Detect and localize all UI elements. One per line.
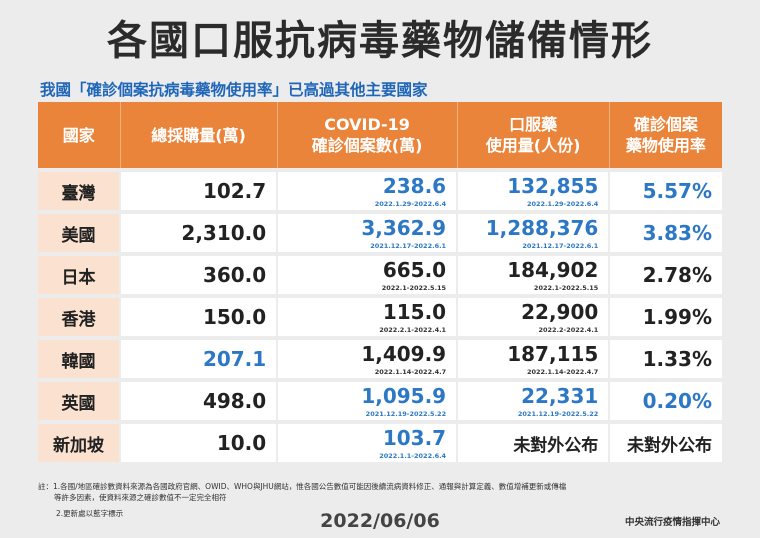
subtitle: 我國「確診個案抗病毒藥物使用率」已高過其他主要國家 — [40, 81, 428, 99]
purchase-value: 150.0 — [202, 305, 267, 329]
header-cases: COVID-19 確診個案數(萬) — [278, 102, 458, 168]
rate-value: 1.99% — [642, 305, 712, 329]
usage-value: 未對外公布 — [513, 436, 599, 456]
table-row: 韓國 207.1 1,409.9 2022.1.14-2022.4.7 187,1… — [38, 340, 722, 378]
cases-date: 2022.1.14-2022.4.7 — [374, 368, 447, 376]
header-usage: 口服藥 使用量(人份) — [458, 102, 610, 168]
cases-value: 1,409.9 — [361, 342, 447, 366]
cases-date: 2021.12.19-2022.5.22 — [365, 410, 447, 418]
cases-value: 3,362.9 — [361, 216, 447, 240]
usage-value: 184,902 — [507, 258, 599, 282]
rate-value: 3.83% — [642, 221, 712, 245]
country-name: 韓國 — [38, 340, 120, 378]
purchase-value: 10.0 — [216, 431, 267, 455]
usage-date: 2022.1.29-2022.6.4 — [526, 200, 599, 208]
purchase-value: 102.7 — [202, 179, 267, 203]
footnote-line-1: 註：1.各國/地區確診數資料來源為各國政府官網、OWID、WHO與JHU網站，惟… — [38, 482, 567, 491]
usage-date: 2021.12.19-2022.5.22 — [517, 410, 599, 418]
cases-value: 1,095.9 — [361, 384, 447, 408]
usage-date: 2021.12.17-2022.6.1 — [522, 242, 599, 250]
usage-date: 2022.1-2022.5.15 — [533, 284, 599, 292]
purchase-value: 360.0 — [202, 263, 267, 287]
rate-value: 未對外公布 — [626, 436, 712, 456]
organization-name: 中央流行疫情指揮中心 — [624, 517, 720, 528]
usage-value: 187,115 — [507, 342, 599, 366]
purchase-value: 498.0 — [202, 389, 267, 413]
country-name: 日本 — [38, 256, 120, 294]
usage-date: 2022.1.14-2022.4.7 — [526, 368, 599, 376]
cases-value: 115.0 — [382, 300, 447, 324]
cases-date: 2022.1-2022.5.15 — [381, 284, 447, 292]
cases-date: 2022.2.1-2022.4.1 — [379, 326, 447, 334]
stockpile-table: 國家 總採購量(萬) COVID-19 確診個案數(萬) 口服藥 使用量(人份) 確… — [38, 102, 722, 462]
country-name: 香港 — [38, 298, 120, 336]
header-purchase: 總採購量(萬) — [121, 102, 278, 168]
table-row: 美國 2,310.0 3,362.9 2021.12.17-2022.6.1 1,… — [38, 214, 722, 252]
cases-value: 665.0 — [382, 258, 447, 282]
country-name: 臺灣 — [38, 172, 120, 210]
country-name: 英國 — [38, 382, 120, 420]
cases-date: 2022.1.1-2022.6.4 — [379, 452, 447, 460]
header-rate: 確診個案 藥物使用率 — [625, 115, 706, 155]
table-header: 國家 總採購量(萬) COVID-19 確診個案數(萬) 口服藥 使用量(人份) 確… — [38, 102, 722, 168]
rate-value: 1.33% — [642, 347, 712, 371]
cases-value: 103.7 — [382, 426, 447, 450]
cases-date: 2021.12.17-2022.6.1 — [370, 242, 447, 250]
usage-value: 1,288,376 — [485, 216, 599, 240]
table-row: 臺灣 102.7 238.6 2022.1.29-2022.6.4 132,855… — [38, 172, 722, 210]
footnote: 註：1.各國/地區確診數資料來源為各國政府官網、OWID、WHO與JHU網站，惟… — [38, 481, 728, 503]
purchase-value: 207.1 — [202, 347, 267, 371]
rate-value: 2.78% — [642, 263, 712, 287]
table-row: 新加坡 10.0 103.7 2022.1.1-2022.6.4 未對外公布 未對… — [38, 424, 722, 462]
purchase-value: 2,310.0 — [181, 221, 267, 245]
usage-date: 2022.2-2022.4.1 — [538, 326, 599, 334]
rate-value: 0.20% — [642, 389, 712, 413]
release-date: 2022/06/06 — [320, 510, 440, 532]
table-row: 日本 360.0 665.0 2022.1-2022.5.15 184,902 20… — [38, 256, 722, 294]
usage-value: 22,331 — [521, 384, 599, 408]
usage-value: 22,900 — [521, 300, 599, 324]
page-title: 各國口服抗病毒藥物儲備情形 — [107, 18, 653, 64]
country-name: 新加坡 — [38, 424, 120, 462]
country-name: 美國 — [38, 214, 120, 252]
rate-value: 5.57% — [642, 179, 712, 203]
cases-value: 238.6 — [382, 174, 447, 198]
header-country: 國家 — [38, 102, 121, 168]
cases-date: 2022.1.29-2022.6.4 — [374, 200, 447, 208]
usage-value: 132,855 — [507, 174, 599, 198]
footnote-line-1b: 等許多因素，使資料來源之確診數值不一定完全相符 — [54, 493, 227, 502]
table-row: 英國 498.0 1,095.9 2021.12.19-2022.5.22 22,… — [38, 382, 722, 420]
footnote-line-2: 2.更新處以藍字標示 — [56, 509, 124, 518]
table-row: 香港 150.0 115.0 2022.2.1-2022.4.1 22,900 20… — [38, 298, 722, 336]
